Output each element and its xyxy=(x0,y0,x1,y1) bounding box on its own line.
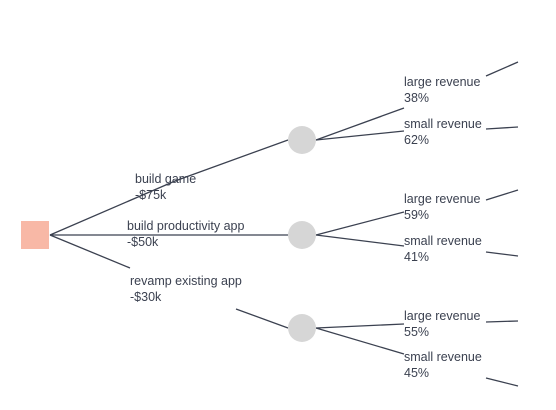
outcome-label: small revenue xyxy=(404,234,482,248)
outcome-probability: 38% xyxy=(404,91,430,105)
chance-node-build-game xyxy=(288,126,316,154)
option-label: build game xyxy=(135,172,197,186)
outcome-line-app-large xyxy=(315,211,405,236)
outcome-probability: 62% xyxy=(404,133,430,147)
option-cost: -$75k xyxy=(135,188,167,202)
option-cost: -$30k xyxy=(130,290,162,304)
outcome-revamp-large: large revenue 55% xyxy=(404,308,480,340)
outcome-label: small revenue xyxy=(404,117,482,131)
payoff-line-revamp-small xyxy=(485,377,519,387)
option-label: revamp existing app xyxy=(130,274,242,288)
option-cost: -$50k xyxy=(127,235,159,249)
outcome-line-revamp-small xyxy=(315,327,405,355)
payoff-line-app-large xyxy=(485,189,519,201)
outcome-game-small: small revenue 62% xyxy=(404,116,482,148)
outcome-label: large revenue xyxy=(404,192,481,206)
outcome-line-game-large xyxy=(315,107,405,141)
option-label: build productivity app xyxy=(127,219,245,233)
outcome-label: small revenue xyxy=(404,350,482,364)
outcome-app-small: small revenue 41% xyxy=(404,233,482,265)
outcome-label: large revenue xyxy=(404,75,481,89)
payoff-line-app-small xyxy=(485,251,519,257)
outcome-line-game-small xyxy=(315,130,405,141)
outcome-line-revamp-large xyxy=(315,323,405,329)
outcome-probability: 45% xyxy=(404,366,430,380)
option-revamp-existing-app: revamp existing app -$30k xyxy=(130,273,242,305)
chance-node-build-productivity-app xyxy=(288,221,316,249)
chance-node-revamp-existing-app xyxy=(288,314,316,342)
branch-line-revamp-existing-app-tail xyxy=(235,308,289,329)
outcome-probability: 41% xyxy=(404,250,430,264)
outcome-app-large: large revenue 59% xyxy=(404,191,480,223)
outcome-revamp-small: small revenue 45% xyxy=(404,349,482,381)
branch-line-build-game xyxy=(49,139,289,236)
decision-node xyxy=(21,221,49,249)
payoff-line-game-small xyxy=(485,126,519,130)
outcome-line-app-small xyxy=(315,234,405,247)
branch-line-revamp-existing-app xyxy=(49,234,131,269)
outcome-probability: 55% xyxy=(404,325,430,339)
option-build-game: build game -$75k xyxy=(135,171,196,203)
outcome-game-large: large revenue 38% xyxy=(404,74,480,106)
option-build-productivity-app: build productivity app -$50k xyxy=(127,218,244,250)
outcome-label: large revenue xyxy=(404,309,481,323)
outcome-probability: 59% xyxy=(404,208,430,222)
payoff-line-game-large xyxy=(485,61,519,77)
payoff-line-revamp-large xyxy=(485,320,519,323)
